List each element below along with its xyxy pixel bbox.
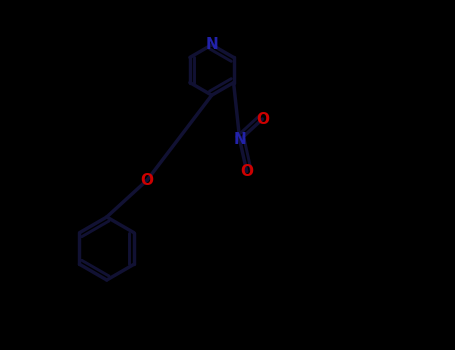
Text: N: N xyxy=(233,133,246,147)
Text: N: N xyxy=(205,37,218,52)
Text: O: O xyxy=(240,164,253,179)
Text: O: O xyxy=(141,173,153,188)
Text: O: O xyxy=(256,112,269,126)
